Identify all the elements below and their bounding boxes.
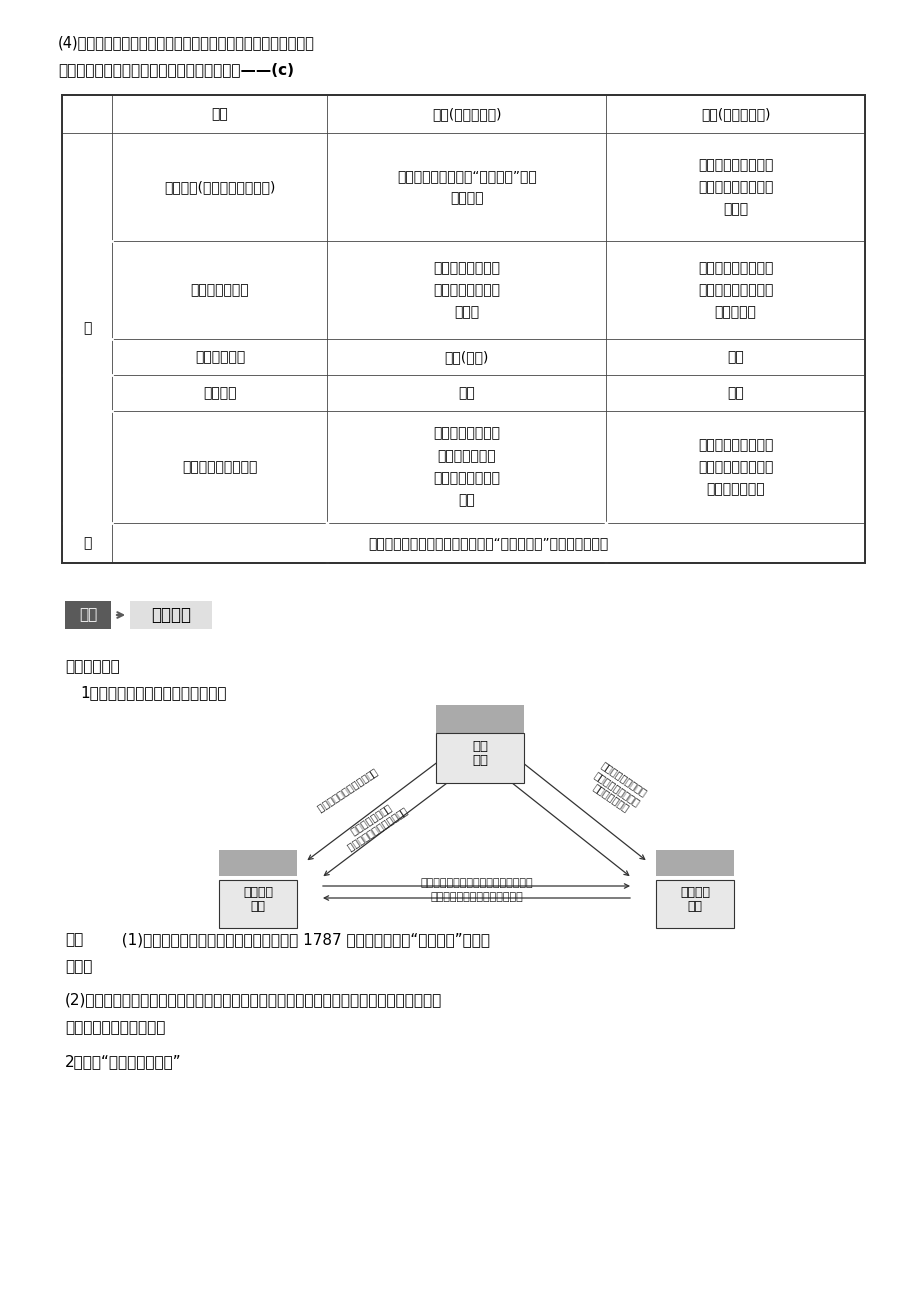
Text: 国会可以三分之二多数通过
总统所否决的法律: 国会可以三分之二多数通过 总统所否决的法律: [338, 796, 409, 853]
Text: 防止独裁，维护共和制。: 防止独裁，维护共和制。: [65, 1019, 165, 1035]
Text: 总统: 总统: [726, 350, 743, 365]
Text: 首相: 首相: [458, 385, 475, 400]
Bar: [62, 95, 864, 562]
Text: (1)图片背景：美国独立战争胜利后，颌布 1787 年寪法，确立了“三权分立”的国家: (1)图片背景：美国独立战争胜利后，颌布 1787 年寪法，确立了“三权分立”的…: [112, 932, 490, 947]
Text: 联邦法院: 联邦法院: [679, 885, 709, 898]
Bar: [436, 733, 524, 783]
Bar: [219, 880, 297, 928]
Bar: [219, 850, 297, 876]
FancyBboxPatch shape: [65, 602, 111, 629]
Text: 司法: 司法: [686, 900, 702, 913]
Text: 总统提名的司法官员必须经参议院批准: 总统提名的司法官员必须经参议院批准: [420, 878, 532, 888]
Text: 总统: 总统: [726, 385, 743, 400]
Text: 细讲: 细讲: [79, 608, 97, 622]
Text: 都属于代议制民主制度；都体现了“分权与制脆”原则、法治原则: 都属于代议制民主制度；都体现了“分权与制脆”原则、法治原则: [369, 536, 608, 549]
Text: 三、比较美国共和制与英国君主立寪制的异同——(c): 三、比较美国共和制与英国君主立寪制的异同——(c): [58, 62, 294, 77]
Text: 总统可否决国会通过的法律: 总统可否决国会通过的法律: [314, 767, 379, 814]
Text: 国会由参议院和众议
院组成，两院议员均
由民主选举产生: 国会由参议院和众议 院组成，两院议员均 由民主选举产生: [698, 437, 773, 496]
Text: 政府首脑: 政府首脑: [203, 385, 236, 400]
Bar: [655, 880, 733, 928]
Text: (2)图示内容：美国联邦政府权力结构体现三权分立，权力相互制约与平衡的核心原则有利于: (2)图示内容：美国联邦政府权力结构体现三权分立，权力相互制约与平衡的核心原则有…: [65, 992, 442, 1006]
Text: 国家权力中心: 国家权力中心: [195, 350, 244, 365]
Text: 核心考点: 核心考点: [151, 605, 191, 624]
Text: 国王，世襲，终身，“统而不治”，国
家的象征: 国王，世襲，终身，“统而不治”，国 家的象征: [396, 169, 536, 206]
Text: 立法: 立法: [250, 900, 266, 913]
Text: 美国(民主共和制): 美国(民主共和制): [700, 107, 769, 121]
Text: 英国(君主立寪制): 英国(君主立寪制): [432, 107, 501, 121]
Text: (4)避免了中央集权的弊端，又可以发挥地方的积极性和创造性。: (4)避免了中央集权的弊端，又可以发挥地方的积极性和创造性。: [58, 35, 314, 49]
Text: 政体: 政体: [211, 107, 228, 121]
Text: 总统: 总统: [471, 740, 487, 753]
Text: 内阁由议会产生，
对议会负责，掌握
行政权: 内阁由议会产生， 对议会负责，掌握 行政权: [433, 260, 500, 319]
Text: 2．漫画“美国总统不好当”: 2．漫画“美国总统不好当”: [65, 1055, 181, 1069]
Text: 总统，选举产生有任
期，政府首脑，三军
总司令: 总统，选举产生有任 期，政府首脑，三军 总司令: [698, 158, 773, 216]
Text: 异: 异: [83, 322, 91, 335]
FancyBboxPatch shape: [130, 602, 211, 629]
Text: 政府首脑即总统，行
使行政权。总统与国
会相互制脆: 政府首脑即总统，行 使行政权。总统与国 会相互制脆: [698, 260, 773, 319]
Text: 议会(下院): 议会(下院): [444, 350, 489, 365]
Text: 同: 同: [83, 536, 91, 549]
Text: 最高法院可宣布法律不符合寪法: 最高法院可宣布法律不符合寪法: [430, 892, 522, 902]
Text: 政府与议会关系: 政府与议会关系: [190, 283, 249, 297]
Text: 1．美国三权分立的权力构建示意图: 1．美国三权分立的权力构建示意图: [80, 685, 226, 700]
Text: 行政: 行政: [471, 754, 487, 767]
Bar: [655, 850, 733, 876]
Text: 国家元首(称谓，产生与职能): 国家元首(称谓，产生与职能): [165, 180, 276, 194]
Text: 议会与议员产生方式: 议会与议员产生方式: [182, 460, 257, 474]
Text: 上院由贵族世襲，
下院议员民主选
举产生，共同组成
议会: 上院由贵族世襲， 下院议员民主选 举产生，共同组成 议会: [433, 427, 500, 508]
Text: 【史料实证】: 【史料实证】: [65, 659, 119, 674]
Text: 参众两院: 参众两院: [243, 885, 273, 898]
Text: 政体。: 政体。: [65, 960, 92, 974]
Text: 解读: 解读: [65, 932, 83, 947]
Bar: [436, 704, 524, 733]
Text: 联邦法院可宣布总统
令违寪，总统提名法
官经参议院批准: 联邦法院可宣布总统 令违寪，总统提名法 官经参议院批准: [585, 760, 648, 818]
